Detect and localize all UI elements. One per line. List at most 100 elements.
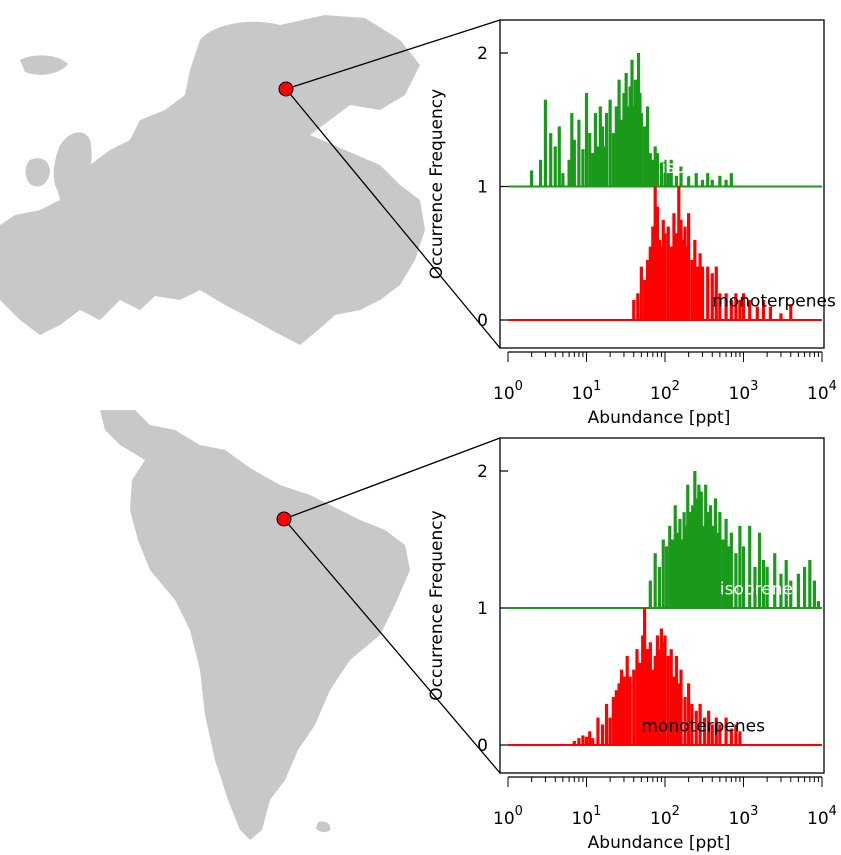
isoprene-bar xyxy=(796,573,800,608)
monoterpenes-bar xyxy=(683,226,687,320)
isoprene-bar xyxy=(543,99,548,187)
monoterpenes-bar xyxy=(641,635,645,745)
isoprene-bar xyxy=(727,546,731,608)
isoprene-bar xyxy=(724,179,728,187)
isoprene-bar xyxy=(706,173,710,187)
isoprene-bar xyxy=(710,179,714,187)
monoterpenes-bar xyxy=(710,724,714,745)
x-tick-label: 103 xyxy=(729,804,759,829)
europe-site-marker xyxy=(278,81,294,97)
monoterpenes-bar xyxy=(706,266,710,320)
monoterpenes-bar xyxy=(596,717,600,745)
monoterpenes-bar xyxy=(677,683,681,745)
isoprene-bar xyxy=(611,133,615,187)
monoterpenes-bar xyxy=(687,683,691,745)
isoprene-bar xyxy=(666,173,670,187)
monoterpenes-bar xyxy=(635,649,639,745)
monoterpenes-bar xyxy=(636,293,640,320)
isoprene-bar xyxy=(648,153,652,187)
x-axis-title: Abundance [ppt] xyxy=(588,408,731,428)
y-tick-label: 2 xyxy=(477,44,488,64)
monoterpenes-bar xyxy=(611,697,615,745)
monoterpenes-bar xyxy=(663,635,667,745)
connector-bottom-upper xyxy=(283,437,501,520)
monoterpenes-bar xyxy=(707,710,711,745)
isoprene-bar xyxy=(711,525,715,608)
monoterpenes-bar xyxy=(761,299,766,320)
x-tick-label: 101 xyxy=(572,804,602,829)
isoprene-bar xyxy=(593,113,598,187)
monoterpenes-series: monoterpenes xyxy=(508,186,836,321)
isoprene-bar xyxy=(653,553,657,608)
isoprene-bar xyxy=(553,146,557,187)
isoprene-bar xyxy=(674,175,679,187)
isoprene-bar xyxy=(700,179,705,187)
x-tick-label: 104 xyxy=(807,804,837,829)
monoterpenes-bar xyxy=(666,655,670,745)
isoprene-bar xyxy=(557,126,561,187)
isoprene-bar xyxy=(812,580,816,608)
monoterpenes-bar xyxy=(669,649,673,745)
isoprene-bar xyxy=(704,484,708,608)
isoprene-bar xyxy=(572,139,576,187)
isoprene-bar xyxy=(591,153,595,187)
isoprene-bar xyxy=(695,498,699,608)
monoterpenes-bar xyxy=(674,655,679,745)
isoprene-bar xyxy=(716,532,720,608)
isoprene-bar xyxy=(673,505,677,608)
isoprene-bar xyxy=(680,539,684,608)
isoprene-bar xyxy=(671,539,675,608)
monoterpenes-bar xyxy=(648,642,652,745)
monoterpenes-bar xyxy=(655,206,659,320)
monoterpenes-bar xyxy=(657,239,662,320)
y-tick-label: 1 xyxy=(477,178,488,198)
monoterpenes-bar xyxy=(768,306,772,320)
isoprene-bar xyxy=(708,505,713,608)
isoprene-bar xyxy=(655,153,659,187)
isoprene-bar xyxy=(738,525,742,608)
x-tick-label: 102 xyxy=(650,804,680,829)
y-tick-label: 2 xyxy=(477,462,488,482)
monoterpenes-bar xyxy=(703,717,707,745)
monoterpenes-bar xyxy=(685,246,689,320)
britain xyxy=(53,132,92,198)
ireland xyxy=(25,158,50,187)
isoprene-bar xyxy=(598,106,602,187)
isoprene-bar xyxy=(624,73,628,187)
monoterpenes-bar xyxy=(729,299,733,320)
isoprene-bar xyxy=(581,149,585,187)
monoterpenes-bar xyxy=(693,239,697,320)
monoterpenes-bar xyxy=(718,293,722,320)
monoterpenes-bar xyxy=(698,253,702,320)
monoterpenes-bar xyxy=(632,669,636,745)
monoterpenes-bar xyxy=(591,738,595,745)
isoprene-bar xyxy=(686,484,690,608)
isoprene-bar xyxy=(729,532,733,608)
monoterpenes-bar xyxy=(572,740,576,745)
monoterpenes-bar xyxy=(645,649,650,745)
isoprene-bar xyxy=(645,106,650,187)
isoprene-bar xyxy=(639,113,643,187)
monoterpenes-bar xyxy=(674,233,679,320)
monoterpenes-bar xyxy=(581,735,585,745)
monoterpenes-bar xyxy=(645,259,650,320)
isoprene-bar xyxy=(718,512,722,608)
monoterpenes-bar xyxy=(643,279,647,320)
isoprene-bar xyxy=(816,601,821,608)
isoprene-bar xyxy=(779,573,783,608)
isoprene-label: isoprene xyxy=(661,158,734,178)
isoprene-bar xyxy=(530,170,534,187)
isoprene-bar xyxy=(676,532,680,608)
y-axis-title: Occurrence Frequency xyxy=(427,89,447,279)
x-tick-label: 104 xyxy=(807,379,837,404)
monoterpenes-bar xyxy=(734,724,738,745)
monoterpenes-bar xyxy=(643,608,647,745)
isoprene-bar xyxy=(729,173,733,187)
monoterpenes-bar xyxy=(659,628,664,745)
tierra-del-fuego xyxy=(316,821,331,833)
isoprene-bar xyxy=(608,99,612,187)
monoterpenes-bar xyxy=(577,738,581,745)
isoprene-bar xyxy=(721,539,725,608)
x-axis-title: Abundance [ppt] xyxy=(588,833,731,853)
